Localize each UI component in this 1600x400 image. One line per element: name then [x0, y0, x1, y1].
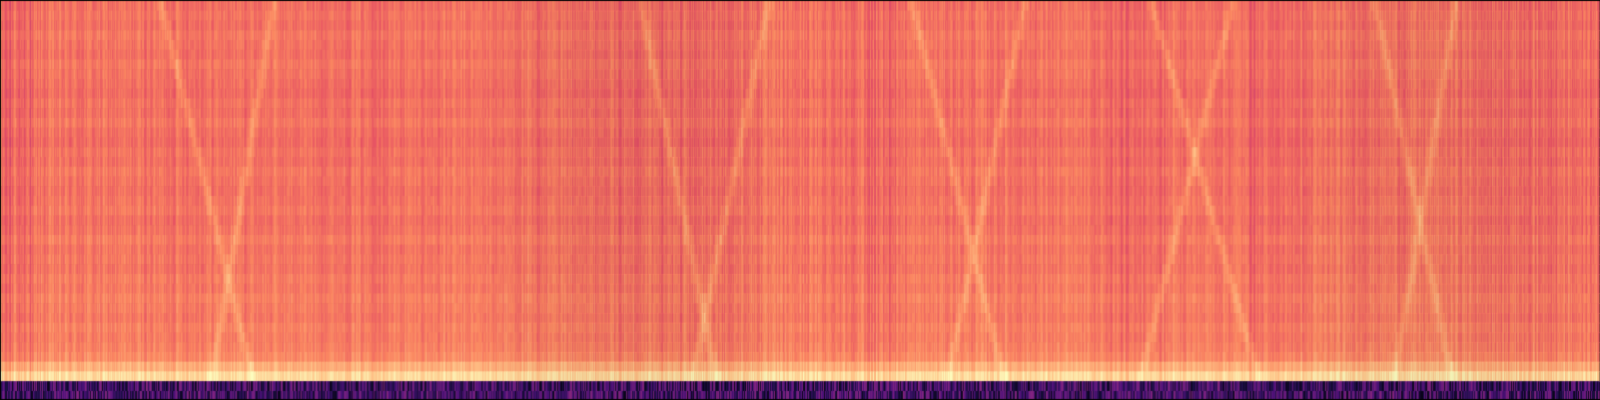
spectrogram-chart — [0, 0, 1600, 400]
spectrogram-heatmap — [0, 0, 1600, 400]
